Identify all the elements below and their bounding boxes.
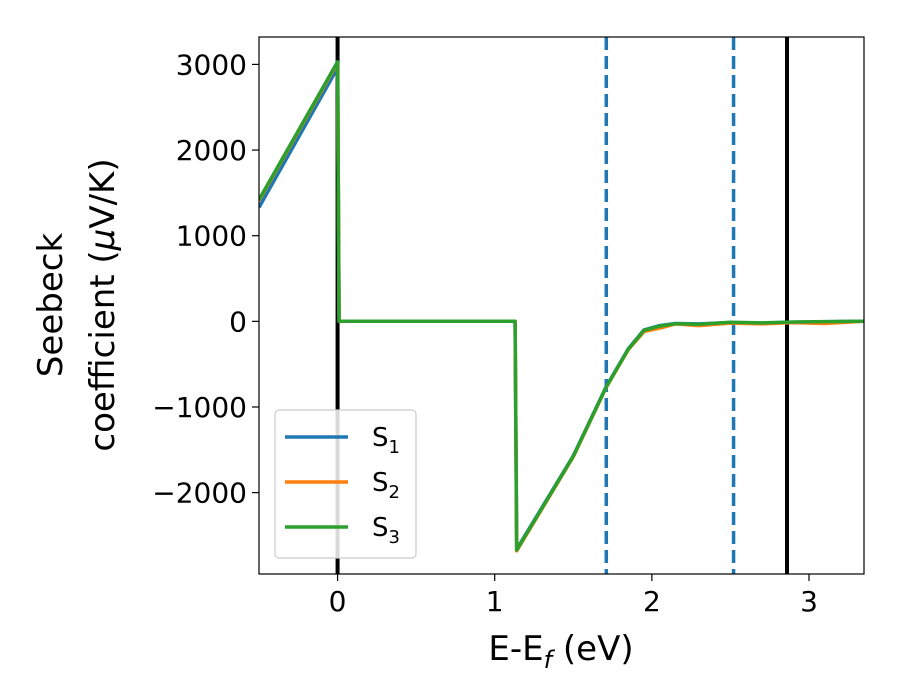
series-line-s3 (259, 60, 864, 552)
legend: S1 S2 S3 (274, 409, 417, 559)
y-tick-label: −2000 (152, 477, 247, 510)
x-tick-label: 2 (643, 585, 661, 618)
x-tick-label: 0 (329, 585, 347, 618)
legend-box (274, 409, 417, 559)
x-tick-label: 1 (486, 585, 504, 618)
legend-label-s2: S2 (372, 468, 400, 503)
y-tick-label: 1000 (176, 220, 247, 253)
x-tick-label: 3 (800, 585, 818, 618)
y-tick-label: 0 (229, 305, 247, 338)
y-axis-label-line2: coefficient (μV/K) (83, 158, 123, 451)
y-tick-label: 3000 (176, 48, 247, 81)
legend-label-s3: S3 (372, 513, 400, 548)
mu-symbol: μ (83, 229, 123, 252)
y-axis-label-line1: Seebeck (31, 233, 71, 378)
legend-label-s1: S1 (372, 423, 400, 458)
x-axis-label: E-Ef (eV) (488, 629, 633, 674)
y-tick-label: −1000 (152, 391, 247, 424)
plot-frame (258, 36, 865, 575)
y-tick-label: 2000 (176, 134, 247, 167)
